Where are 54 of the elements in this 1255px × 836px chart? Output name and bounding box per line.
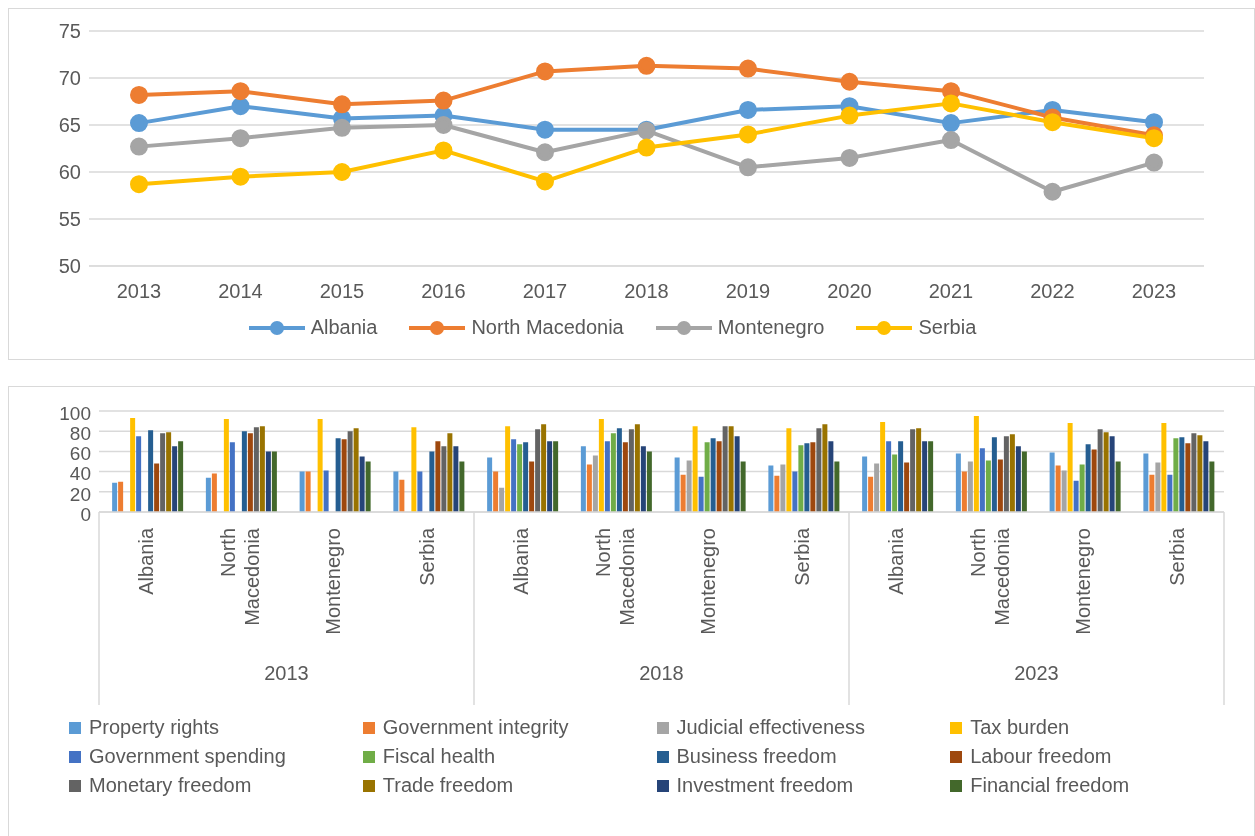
y-tick-label: 80 bbox=[69, 422, 91, 444]
legend-label: Labour freedom bbox=[970, 745, 1112, 768]
x-tick-label: 2015 bbox=[319, 280, 365, 303]
x-tick-label: North Macedonia bbox=[591, 527, 638, 626]
legend-label: Tax burden bbox=[970, 716, 1070, 739]
legend-label: Monetary freedom bbox=[89, 774, 252, 797]
legend-label: Judicial effectiveness bbox=[676, 716, 866, 739]
x-tick-label: Montenegro bbox=[1072, 528, 1095, 635]
legend-label: Property rights bbox=[89, 716, 220, 739]
x-tick-label: 2019 bbox=[725, 280, 771, 303]
text: 2013 bbox=[264, 662, 309, 684]
legend-label: Investment freedom bbox=[676, 774, 854, 797]
x-tick-label: Albania bbox=[134, 527, 157, 595]
x-tick-label: 2013 bbox=[116, 280, 162, 303]
x-tick-label: 2022 bbox=[1030, 280, 1075, 303]
y-tick-label: 75 bbox=[58, 20, 81, 43]
x-tick-label: Montenegro bbox=[697, 528, 720, 635]
x-tick-label: North Macedonia bbox=[966, 527, 1013, 626]
x-tick-label: 2016 bbox=[421, 280, 466, 303]
x-tick-label: Serbia bbox=[416, 527, 439, 586]
legend-label: Government integrity bbox=[382, 716, 569, 739]
x-tick-label: Serbia bbox=[791, 527, 814, 586]
x-tick-label: North Macedonia bbox=[216, 527, 263, 626]
x-tick-label: Albania bbox=[509, 527, 532, 595]
legend-label: Business freedom bbox=[676, 745, 837, 768]
text: 2018 bbox=[639, 662, 684, 684]
x-tick-label: Montenegro bbox=[322, 528, 345, 635]
y-tick-label: 65 bbox=[58, 114, 81, 137]
y-tick-label: 100 bbox=[59, 402, 91, 424]
y-tick-label: 0 bbox=[80, 503, 91, 525]
legend-label: Serbia bbox=[918, 316, 977, 339]
legend-label: Albania bbox=[310, 316, 378, 339]
x-tick-label: 2023 bbox=[1131, 280, 1177, 303]
y-tick-label: 20 bbox=[69, 483, 91, 505]
x-tick-label: Albania bbox=[884, 527, 907, 595]
legend-label: North Macedonia bbox=[471, 316, 624, 339]
y-tick-label: 60 bbox=[58, 161, 81, 184]
legend-label: Montenegro bbox=[717, 316, 825, 339]
y-tick-label: 60 bbox=[69, 443, 91, 465]
x-tick-label: 2020 bbox=[827, 280, 872, 303]
x-tick-label: 2014 bbox=[218, 280, 263, 303]
y-tick-label: 50 bbox=[58, 255, 81, 278]
y-tick-label: 40 bbox=[69, 463, 91, 485]
legend-label: Financial freedom bbox=[970, 774, 1130, 797]
y-tick-label: 55 bbox=[58, 208, 81, 231]
x-tick-label: 2021 bbox=[928, 280, 974, 303]
legend-label: Government spending bbox=[89, 745, 286, 768]
legend-label: Fiscal health bbox=[382, 745, 496, 768]
y-tick-label: 70 bbox=[58, 67, 81, 90]
x-tick-label: Serbia bbox=[1166, 527, 1189, 586]
legend-label: Trade freedom bbox=[382, 774, 514, 797]
x-tick-label: 2017 bbox=[522, 280, 568, 303]
text: 2023 bbox=[1014, 662, 1059, 684]
x-tick-label: 2018 bbox=[624, 280, 669, 303]
